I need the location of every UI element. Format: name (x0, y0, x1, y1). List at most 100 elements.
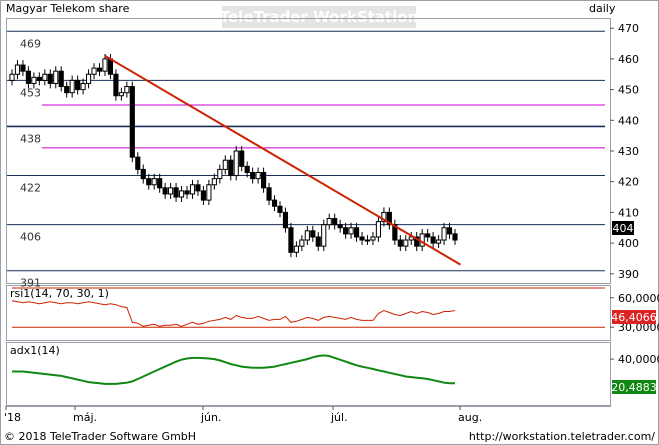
chart-title: Magyar Telekom share (6, 2, 130, 15)
candle-body (337, 224, 343, 229)
price-y-axis: 390 400 410 420 430 440 450 460 470 (610, 22, 639, 281)
horizontal-line-label: 391 (20, 277, 41, 290)
candle-body (118, 92, 124, 97)
candle-body (14, 64, 21, 75)
candle-body (36, 76, 42, 81)
candle-body (200, 190, 206, 201)
candle-body (430, 236, 436, 244)
price-panel (6, 18, 611, 284)
candle-body (293, 245, 299, 253)
last-price-badge-box (612, 221, 634, 235)
candle-body (206, 184, 212, 201)
period-label: daily (589, 2, 616, 15)
candle-body (107, 58, 114, 75)
candle-body (124, 86, 130, 94)
candle-body (288, 227, 294, 253)
candle-body (419, 233, 425, 247)
candle-body (403, 239, 409, 247)
candle-body (452, 233, 458, 241)
candle-body (266, 187, 272, 201)
candle-body (321, 224, 327, 247)
candle-body (408, 236, 414, 241)
price-ytick-label: 400 (618, 237, 639, 250)
adx-ytick-label: 40,0000 (618, 353, 659, 366)
horizontal-line-label: 438 (20, 132, 41, 145)
candle-body (386, 211, 392, 226)
candle-body (397, 239, 403, 247)
candle-body (271, 199, 278, 207)
candle-body (189, 184, 196, 195)
candle-body (135, 156, 141, 170)
candle-body (75, 79, 81, 91)
candle-body (69, 79, 75, 94)
watermark: TeleTrader WorkStation (220, 8, 418, 26)
candle-body (250, 171, 256, 180)
candle-body (102, 58, 108, 72)
candle-body (140, 168, 146, 180)
candle-body (359, 236, 365, 241)
candle-body (31, 76, 37, 84)
candle-body (91, 67, 97, 75)
last-price-label: 404 (613, 222, 634, 235)
rsi-line (11, 300, 456, 327)
candle-body (64, 86, 70, 94)
candle-body (436, 239, 442, 244)
x-axis: '18 máj. jún. júl. aug. (4, 406, 482, 424)
horizontal-line-label: 406 (20, 231, 41, 244)
candle-body (315, 236, 321, 247)
candle-body (441, 227, 447, 241)
candle-body (332, 218, 338, 226)
price-bars (9, 53, 458, 258)
rsi-value-label: 46,4066 (611, 311, 657, 324)
candle-body (222, 159, 228, 170)
adx-label: adx1(14) (10, 344, 60, 357)
candle-body (80, 82, 86, 91)
horizontal-lines (7, 30, 605, 272)
rsi-guide-lines (12, 287, 605, 328)
adx-value-label: 20,4883 (611, 381, 657, 394)
candle-body (348, 227, 354, 235)
price-ytick-label: 440 (618, 114, 639, 127)
last-price-badge: 404 (612, 221, 634, 235)
candle-body (364, 239, 371, 242)
candle-body (446, 227, 453, 235)
candle-body (277, 205, 283, 213)
source-url: http://workstation.teletrader.com/ (469, 430, 655, 443)
candle-body (299, 239, 305, 247)
price-ytick-label: 420 (618, 176, 639, 189)
horizontal-line-label: 469 (20, 37, 41, 50)
rsi-ytick-label: 60,0000 (618, 292, 659, 305)
price-ytick-label: 390 (618, 268, 639, 281)
candle-body (53, 70, 59, 84)
candle-body (85, 73, 92, 84)
rsi-y-axis: 30,0000 60,0000 (610, 292, 659, 334)
candle-body (381, 211, 387, 223)
price-ytick-label: 430 (618, 145, 639, 158)
rsi-value-badge-box (612, 310, 656, 324)
candle-body (113, 73, 119, 97)
candle-body (392, 224, 398, 241)
horizontal-line-label: 422 (20, 182, 41, 195)
rsi-label: rsi1(14, 70, 30, 1) (10, 287, 109, 300)
candle-body (217, 168, 223, 180)
candle-body (47, 73, 53, 84)
rsi-panel (6, 285, 611, 341)
candle-body (58, 70, 64, 88)
watermark-box (222, 6, 416, 28)
candle-body (184, 190, 190, 195)
adx-value-badge-box (612, 380, 656, 394)
candle-body (255, 171, 261, 180)
rsi-ytick-label: 30,0000 (618, 321, 659, 334)
candle-body (96, 67, 103, 72)
x-tick-label: jún. (200, 411, 222, 424)
candle-body (25, 70, 31, 84)
candle-body (129, 86, 135, 158)
candle-body (375, 221, 382, 238)
horizontal-line-labels: 469 453 438 422 406 391 (20, 37, 41, 289)
x-tick-label: júl. (330, 411, 348, 424)
candle-body (173, 187, 179, 198)
candle-body (157, 178, 163, 189)
candle-body (343, 227, 349, 235)
